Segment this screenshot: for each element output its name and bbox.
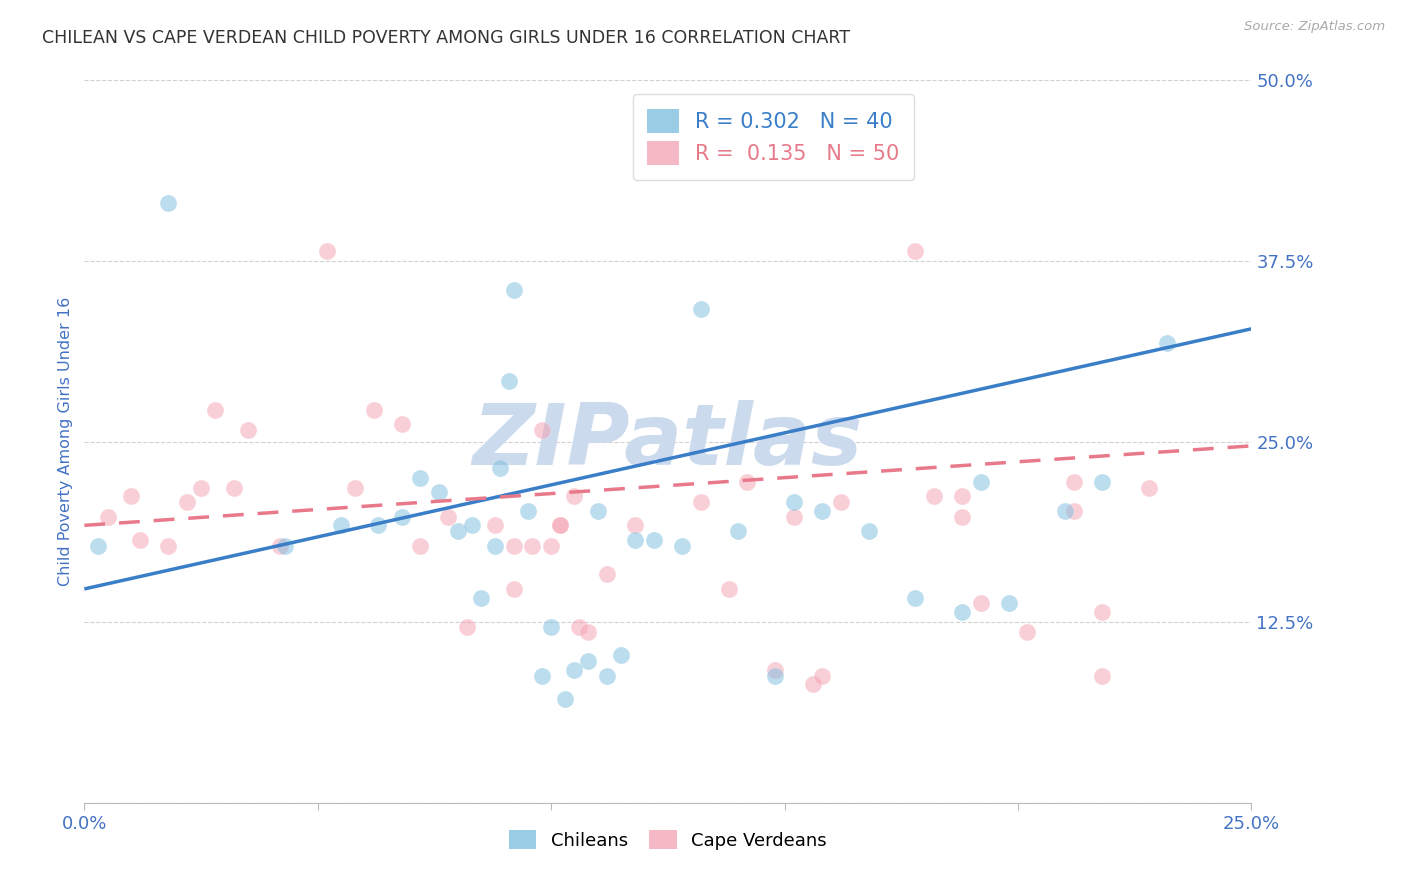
Point	[801, 677, 824, 691]
Point	[516, 504, 538, 518]
Point	[391, 417, 413, 432]
Point	[502, 283, 524, 297]
Point	[624, 518, 647, 533]
Point	[363, 402, 385, 417]
Point	[502, 539, 524, 553]
Point	[1091, 605, 1114, 619]
Point	[643, 533, 665, 547]
Point	[222, 481, 245, 495]
Point	[530, 423, 553, 437]
Point	[763, 663, 786, 677]
Point	[176, 495, 198, 509]
Point	[689, 301, 711, 316]
Point	[204, 402, 226, 417]
Legend: Chileans, Cape Verdeans: Chileans, Cape Verdeans	[501, 822, 835, 859]
Point	[568, 619, 591, 633]
Point	[596, 567, 619, 582]
Point	[689, 495, 711, 509]
Point	[236, 423, 259, 437]
Point	[391, 509, 413, 524]
Point	[554, 691, 576, 706]
Point	[540, 539, 562, 553]
Point	[447, 524, 470, 538]
Point	[811, 668, 834, 682]
Point	[502, 582, 524, 596]
Point	[578, 625, 600, 640]
Point	[783, 509, 806, 524]
Point	[367, 518, 389, 533]
Point	[717, 582, 740, 596]
Point	[540, 619, 562, 633]
Point	[409, 470, 432, 484]
Point	[624, 533, 647, 547]
Point	[586, 504, 609, 518]
Text: Source: ZipAtlas.com: Source: ZipAtlas.com	[1244, 20, 1385, 33]
Point	[783, 495, 806, 509]
Point	[1063, 475, 1085, 489]
Point	[950, 490, 973, 504]
Point	[969, 475, 991, 489]
Point	[456, 619, 478, 633]
Point	[129, 533, 152, 547]
Text: ZIPatlas: ZIPatlas	[472, 400, 863, 483]
Point	[530, 668, 553, 682]
Point	[564, 663, 586, 677]
Point	[190, 481, 212, 495]
Point	[950, 509, 973, 524]
Point	[904, 591, 927, 605]
Point	[157, 539, 180, 553]
Point	[610, 648, 633, 663]
Point	[157, 196, 180, 211]
Point	[1063, 504, 1085, 518]
Point	[564, 490, 586, 504]
Point	[763, 668, 786, 682]
Point	[344, 481, 367, 495]
Point	[461, 518, 484, 533]
Point	[876, 105, 898, 120]
Point	[858, 524, 880, 538]
Point	[409, 539, 432, 553]
Point	[498, 374, 520, 388]
Point	[1053, 504, 1076, 518]
Point	[269, 539, 291, 553]
Point	[578, 654, 600, 668]
Point	[596, 668, 619, 682]
Point	[316, 244, 339, 258]
Point	[274, 539, 297, 553]
Point	[997, 596, 1019, 610]
Point	[330, 518, 353, 533]
Point	[550, 518, 572, 533]
Point	[830, 495, 852, 509]
Point	[97, 509, 120, 524]
Point	[484, 539, 506, 553]
Point	[1137, 481, 1160, 495]
Point	[470, 591, 492, 605]
Point	[922, 490, 945, 504]
Point	[522, 539, 544, 553]
Point	[1091, 668, 1114, 682]
Point	[1156, 336, 1178, 351]
Point	[969, 596, 991, 610]
Point	[550, 518, 572, 533]
Y-axis label: Child Poverty Among Girls Under 16: Child Poverty Among Girls Under 16	[58, 297, 73, 586]
Point	[1017, 625, 1039, 640]
Point	[484, 518, 506, 533]
Point	[1091, 475, 1114, 489]
Point	[427, 485, 450, 500]
Point	[120, 490, 142, 504]
Point	[488, 460, 510, 475]
Point	[727, 524, 749, 538]
Point	[437, 509, 460, 524]
Point	[671, 539, 693, 553]
Point	[811, 504, 834, 518]
Text: CHILEAN VS CAPE VERDEAN CHILD POVERTY AMONG GIRLS UNDER 16 CORRELATION CHART: CHILEAN VS CAPE VERDEAN CHILD POVERTY AM…	[42, 29, 851, 46]
Point	[87, 539, 110, 553]
Point	[735, 475, 758, 489]
Point	[950, 605, 973, 619]
Point	[904, 244, 927, 258]
